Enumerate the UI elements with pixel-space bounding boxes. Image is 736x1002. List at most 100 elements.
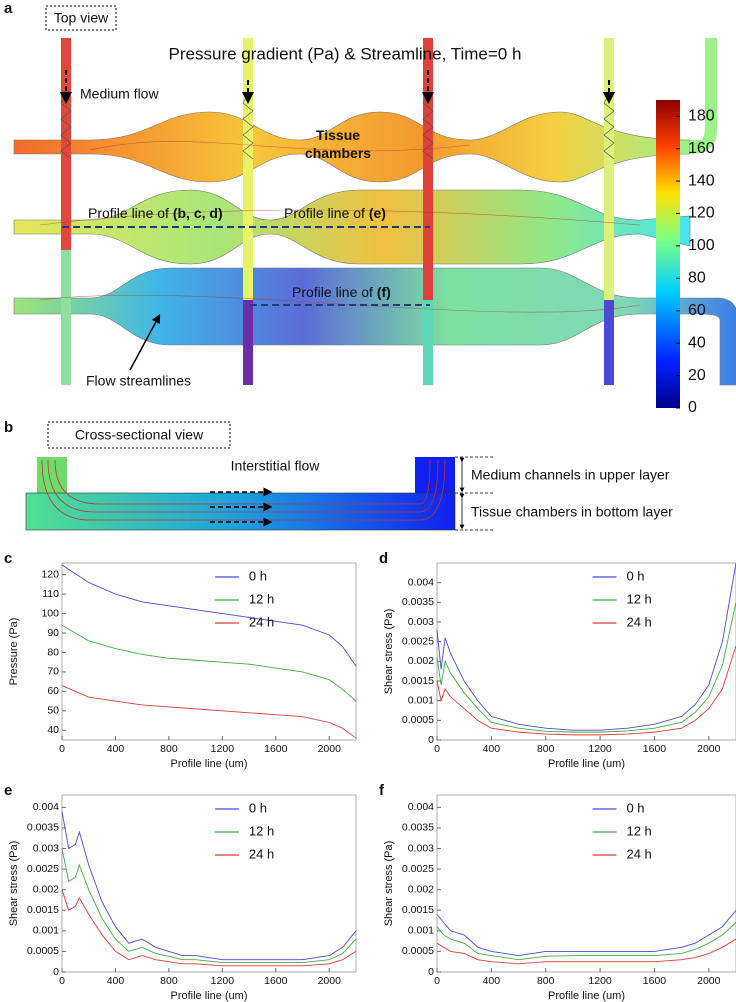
series-line [436, 645, 736, 736]
series-line [436, 562, 736, 731]
colorbar-tick-label: 20 [688, 367, 706, 384]
layer-label: Medium channels in upper layer [471, 467, 670, 483]
profile-label: Profile line of (b, c, d) [88, 205, 223, 221]
profile-text: Profile line of [88, 205, 169, 221]
colorbar-tick-label: 180 [688, 107, 715, 124]
y-tick-label: 0.001 [33, 925, 59, 937]
y-tick-label: 0.0005 [402, 714, 434, 726]
series-line [436, 938, 736, 965]
x-tick-label: 1200 [588, 975, 612, 987]
x-tick-label: 2000 [318, 743, 342, 755]
colorbar-tick-label: 80 [688, 270, 706, 287]
x-tick-label: 1200 [211, 743, 235, 755]
diagram-title: Pressure gradient (Pa) & Streamline, Tim… [169, 44, 522, 63]
legend-label: 0 h [626, 800, 644, 815]
cross-section [25, 457, 456, 531]
plot-frame [436, 794, 736, 973]
x-tick-label: 1600 [264, 743, 288, 755]
y-tick-label: 0.003 [33, 842, 59, 854]
series-line [61, 811, 357, 961]
y-tick-label: 90 [47, 627, 59, 639]
y-tick-label: 60 [47, 685, 59, 697]
profile-lines [62, 226, 430, 306]
x-tick-label: 800 [160, 975, 178, 987]
view-box [47, 421, 231, 449]
y-axis-label: Pressure (Pa) [8, 618, 20, 686]
channels [13, 38, 736, 386]
y-tick-label: 0.0015 [402, 904, 434, 916]
y-tick-label: 0.002 [408, 655, 434, 667]
layer-brackets [455, 456, 495, 531]
colorbar [656, 100, 680, 408]
y-tick-label: 40 [47, 724, 59, 736]
y-tick-label: 0.002 [33, 883, 59, 895]
series-line [61, 889, 357, 967]
y-tick-label: 0.0015 [27, 904, 59, 916]
view-label: Cross-sectional view [75, 427, 204, 443]
x-tick-label: 1600 [264, 975, 288, 987]
x-tick-label: 400 [107, 975, 125, 987]
y-tick-label: 0.003 [408, 842, 434, 854]
colorbar-tick-label: 40 [688, 334, 706, 351]
x-tick-label: 800 [537, 743, 555, 755]
panel-letter: a [4, 0, 13, 17]
legend-label: 24 h [626, 614, 651, 629]
y-tick-label: 0 [428, 966, 434, 978]
y-axis-label: Shear stress (Pa) [383, 609, 395, 695]
legend-label: 0 h [249, 568, 267, 583]
y-tick-label: 0.004 [408, 801, 434, 813]
series-line [61, 848, 357, 963]
x-tick-label: 2000 [697, 743, 721, 755]
x-tick-label: 0 [59, 743, 65, 755]
y-tick-label: 0.0035 [402, 822, 434, 834]
y-tick-label: 50 [47, 705, 59, 717]
y-tick-label: 0.0025 [402, 635, 434, 647]
legend-label: 12 h [626, 823, 651, 838]
x-axis-label: Profile line (um) [548, 758, 625, 770]
colorbar-ticks: 0 20 40 60 80 100 120 140 160 180 [676, 107, 715, 416]
legend-label: 24 h [249, 614, 274, 629]
legend-label: 0 h [626, 568, 644, 583]
y-axis-label: Shear stress (Pa) [8, 841, 20, 927]
x-axis-label: Profile line (um) [170, 758, 247, 770]
pointer-arrow [129, 314, 161, 371]
legend-label: 0 h [249, 800, 267, 815]
x-tick-label: 1200 [211, 975, 235, 987]
profile-text: Profile line of [292, 284, 373, 300]
y-tick-label: 0.0015 [402, 675, 434, 687]
panel-letter: e [4, 782, 12, 799]
y-tick-label: 0.0005 [402, 945, 434, 957]
x-tick-label: 800 [160, 743, 178, 755]
legend-label: 24 h [249, 846, 274, 861]
panel-letter: d [379, 550, 388, 567]
y-tick-label: 110 [42, 588, 59, 600]
view-box [45, 5, 117, 31]
y-tick-label: 0.004 [33, 801, 59, 813]
panel-letter: c [4, 550, 12, 567]
y-tick-label: 0.003 [408, 616, 434, 628]
series-line [436, 922, 736, 961]
colorbar-tick-label: 160 [688, 140, 715, 157]
y-tick-label: 0.004 [408, 576, 434, 588]
profile-emphasis: (b, c, d) [173, 205, 223, 221]
legend-label: 12 h [249, 823, 274, 838]
x-tick-label: 400 [483, 743, 501, 755]
series-line [61, 685, 357, 739]
colorbar-tick-label: 120 [688, 205, 715, 222]
view-label: Top view [54, 10, 109, 26]
plot-frame [436, 562, 736, 741]
y-tick-label: 0.0035 [402, 596, 434, 608]
series-line [61, 564, 357, 667]
y-tick-label: 0.0035 [27, 822, 59, 834]
x-tick-label: 1600 [643, 743, 667, 755]
series-line [61, 624, 357, 702]
streamlines-label: Flow streamlines [86, 373, 191, 389]
x-tick-label: 1200 [588, 743, 612, 755]
series-line [436, 602, 736, 733]
x-tick-label: 2000 [697, 975, 721, 987]
plot-frame [61, 794, 357, 973]
y-tick-label: 100 [41, 607, 59, 619]
profile-text: Profile line of [284, 205, 365, 221]
x-tick-label: 400 [483, 975, 501, 987]
